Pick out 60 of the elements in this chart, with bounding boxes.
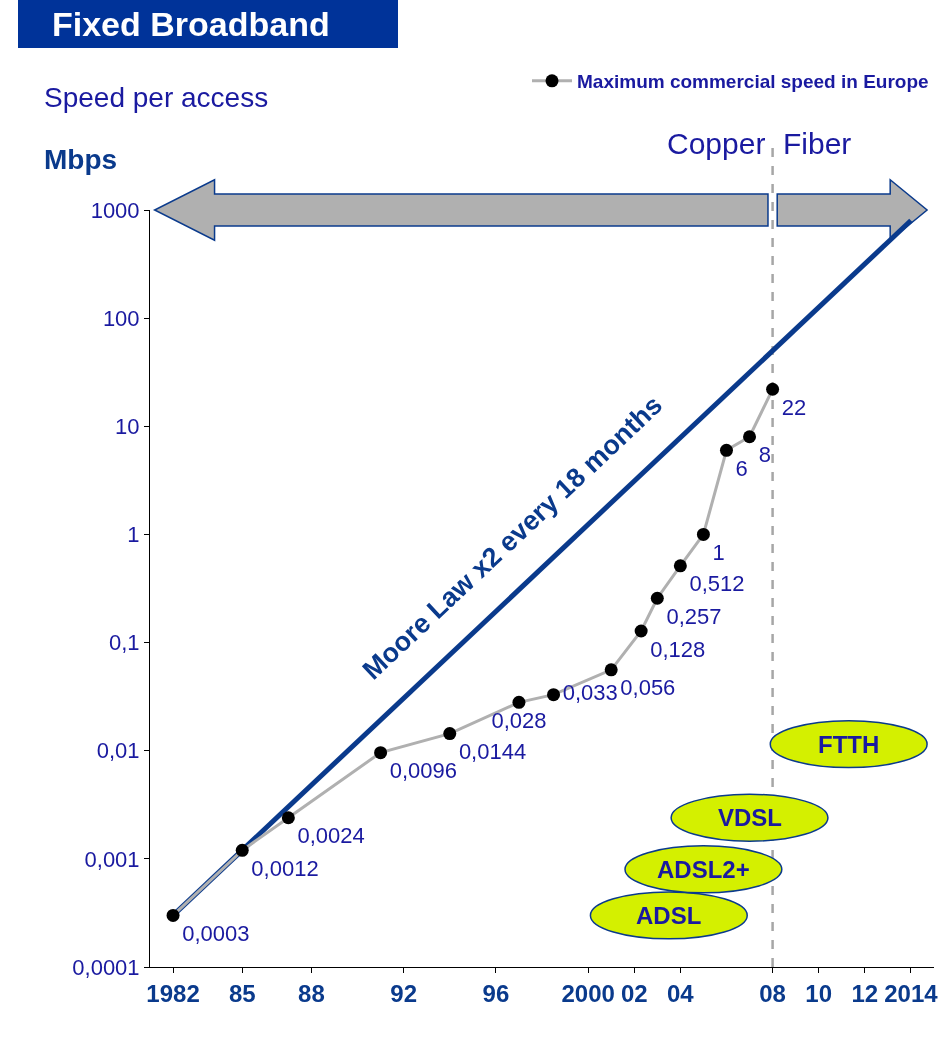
point	[443, 727, 457, 741]
data-label: 0,512	[689, 571, 745, 597]
data-label: 0,0024	[297, 823, 365, 849]
point	[673, 559, 687, 573]
point	[719, 443, 733, 457]
point	[166, 908, 180, 922]
point	[650, 591, 664, 605]
annotation: FTTH	[818, 731, 880, 758]
point	[696, 527, 710, 541]
y-tick-label: 0,1	[109, 630, 140, 656]
point	[235, 843, 249, 857]
data-label: 0,128	[650, 636, 706, 662]
x-tick-label: 10	[805, 979, 833, 1007]
x-tick-label: 1982	[146, 979, 200, 1007]
x-tick-label: 12	[851, 979, 879, 1007]
y-tick-label: 10	[115, 413, 140, 439]
data-label: 0,0144	[458, 739, 527, 765]
y-axis-title: Mbps	[44, 144, 118, 175]
chart-subtitle: Speed per access	[44, 82, 269, 113]
point	[743, 430, 757, 444]
data-label: 0,033	[562, 680, 618, 706]
data-label: 0,0012	[251, 855, 319, 881]
annotation: ADSL	[636, 902, 702, 929]
x-tick-label: 04	[667, 979, 695, 1007]
x-tick-label: 88	[298, 979, 325, 1007]
data-label: 0,056	[620, 675, 676, 701]
x-tick-label: 2000	[561, 979, 615, 1007]
data-label: 0,0096	[389, 758, 458, 784]
x-tick-label: 2014	[884, 979, 939, 1007]
data-label: 1	[712, 540, 725, 566]
chart-title: Fixed Broadband	[52, 4, 330, 43]
y-tick-label: 100	[102, 305, 140, 331]
y-tick-label: 1	[127, 522, 140, 548]
data-label: 6	[735, 455, 748, 481]
data-label: 8	[758, 442, 771, 468]
point	[634, 624, 648, 638]
y-tick-label: 0,01	[96, 738, 140, 764]
x-tick-label: 08	[759, 979, 786, 1007]
y-tick-label: 1000	[90, 197, 140, 223]
y-tick-label: 0,0001	[72, 954, 140, 980]
x-tick-label: 02	[620, 979, 648, 1007]
legend-label: Maximum commercial speed in Europe	[577, 71, 929, 93]
x-tick-label: 92	[390, 979, 417, 1007]
data-label: 0,028	[491, 707, 547, 733]
annotation: ADSL2+	[657, 856, 750, 883]
x-tick-label: 96	[482, 979, 510, 1007]
y-tick-label: 0,001	[84, 846, 140, 872]
data-label: 22	[781, 394, 807, 420]
point	[281, 811, 295, 825]
point	[374, 746, 388, 760]
annotation: VDSL	[718, 804, 783, 831]
point	[547, 688, 561, 702]
data-label: 0,257	[666, 603, 722, 629]
point	[512, 695, 526, 709]
text: Copper	[667, 127, 766, 160]
data-label: 0,0003	[182, 921, 250, 947]
point	[766, 382, 780, 396]
text: Fiber	[783, 127, 852, 160]
x-tick-label: 85	[228, 979, 256, 1007]
point	[604, 663, 618, 677]
